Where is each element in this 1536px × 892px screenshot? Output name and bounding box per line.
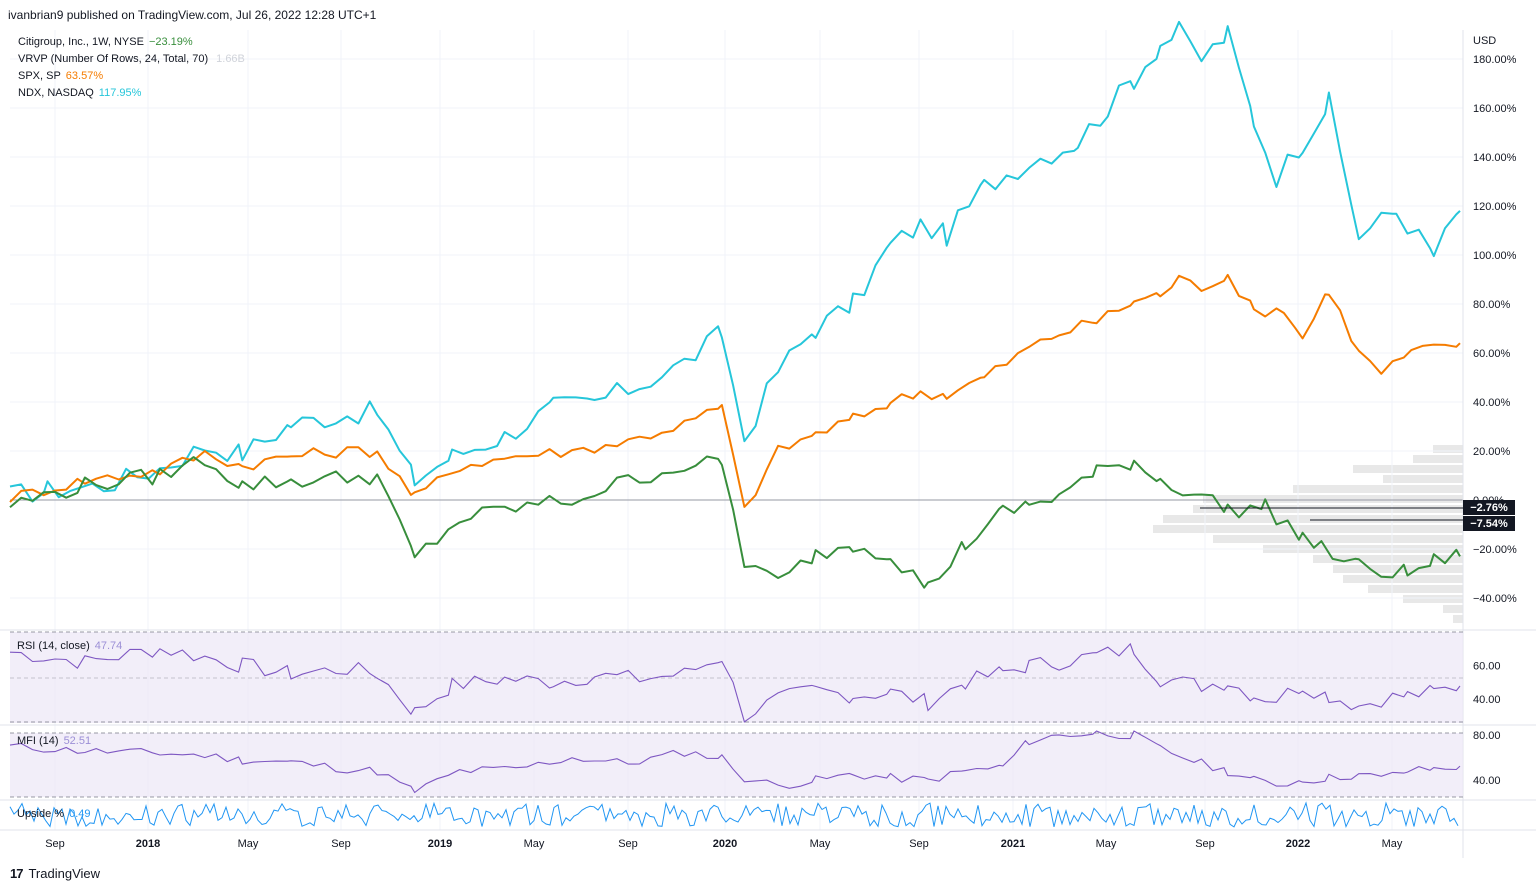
chart-canvas[interactable]: 180.00% 160.00% 140.00% 120.00% 100.00% 80.00… [0, 0, 1536, 860]
marker-label-1-text: −2.76% [1470, 502, 1508, 514]
x-tick-label: May [810, 838, 831, 850]
publish-info: ivanbrian9 published on TradingView.com,… [8, 8, 377, 22]
legend-spx[interactable]: SPX, SP 63.57% [18, 68, 245, 85]
chart-legend: Citigroup, Inc., 1W, NYSE −23.19% VRVP (N… [18, 34, 245, 102]
upside-label[interactable]: Upside % 0.49 [17, 808, 91, 820]
legend-vrvp[interactable]: VRVP (Number Of Rows, 24, Total, 70) 1.66… [18, 51, 245, 68]
x-tick-label: Sep [45, 838, 65, 850]
mfi-label-text: MFI (14) [17, 735, 59, 747]
y-tick-label: 20.00% [1473, 446, 1511, 458]
mfi-value: 52.51 [63, 735, 92, 747]
y-tick-label: 80.00% [1473, 299, 1511, 311]
tradingview-logo[interactable]: 17 TradingView [10, 866, 100, 881]
volume-profile-bar [1333, 565, 1463, 573]
x-tick-label: May [1096, 838, 1117, 850]
upside-value: 0.49 [69, 808, 91, 820]
legend-ndx-value: 117.95% [98, 87, 142, 99]
rsi-line [9, 642, 1461, 723]
volume-profile [1153, 445, 1463, 623]
y-tick-label: −40.00% [1473, 593, 1517, 605]
x-tick-label: Sep [1195, 838, 1215, 850]
y-tick-label: 100.00% [1473, 250, 1517, 262]
legend-ndx[interactable]: NDX, NASDAQ 117.95% [18, 85, 245, 102]
marker-label-2 [1463, 516, 1515, 531]
volume-profile-bar [1368, 585, 1463, 593]
volume-profile-bar [1403, 595, 1463, 603]
legend-vrvp-value: 1.66B [216, 53, 245, 65]
x-tick-label: Sep [331, 838, 351, 850]
axes: 180.00% 160.00% 140.00% 120.00% 100.00% 80.00… [45, 35, 1517, 850]
legend-main-value: −23.19% [148, 36, 193, 48]
volume-profile-bar [1203, 495, 1463, 503]
x-tick-label: May [1382, 838, 1403, 850]
volume-profile-bar [1353, 465, 1463, 473]
upside-label-text: Upside % [17, 808, 65, 820]
tv-logo-icon: 17 [10, 866, 24, 881]
x-tick-label: Sep [618, 838, 638, 850]
marker-label-1 [1463, 500, 1515, 515]
mfi-tick-label: 80.00 [1473, 730, 1501, 742]
x-tick-label: 2020 [713, 838, 737, 850]
mfi-tick-label: 40.00 [1473, 775, 1501, 787]
y-tick-label: 120.00% [1473, 201, 1517, 213]
rsi-label-text: RSI (14, close) [17, 640, 90, 652]
mfi-label[interactable]: MFI (14) 52.51 [17, 735, 91, 747]
volume-profile-bar [1213, 535, 1463, 543]
x-tick-label: 2018 [136, 838, 160, 850]
legend-ndx-label: NDX, NASDAQ [18, 87, 94, 99]
price-series [9, 20, 1461, 589]
rsi-value: 47.74 [94, 640, 123, 652]
upside-line [9, 801, 1459, 829]
legend-spx-label: SPX, SP [18, 70, 61, 82]
y-tick-label: 40.00% [1473, 397, 1511, 409]
rsi-label[interactable]: RSI (14, close) 47.74 [17, 640, 122, 652]
ndx-line [9, 20, 1461, 503]
volume-profile-bar [1343, 575, 1463, 583]
legend-main-label: Citigroup, Inc., 1W, NYSE [18, 36, 144, 48]
legend-spx-value: 63.57% [65, 70, 104, 82]
x-tick-label: May [238, 838, 259, 850]
legend-main-series[interactable]: Citigroup, Inc., 1W, NYSE −23.19% [18, 34, 245, 51]
y-tick-label: −20.00% [1473, 544, 1517, 556]
x-tick-label: Sep [909, 838, 929, 850]
rsi-indicator [9, 642, 1461, 723]
price-unit: USD [1473, 35, 1496, 47]
volume-profile-bar [1193, 505, 1463, 513]
y-tick-label: 60.00% [1473, 348, 1511, 360]
volume-profile-bar [1163, 515, 1463, 523]
mfi-band [10, 733, 1463, 797]
volume-profile-bar [1383, 475, 1463, 483]
tv-logo-text: TradingView [28, 866, 101, 881]
rsi-tick-label: 40.00 [1473, 694, 1501, 706]
volume-profile-bar [1433, 445, 1463, 453]
volume-profile-bar [1293, 485, 1463, 493]
legend-vrvp-label: VRVP (Number Of Rows, 24, Total, 70) [18, 53, 209, 65]
rsi-band [10, 632, 1463, 723]
y-tick-label: 180.00% [1473, 54, 1517, 66]
spx-line [9, 273, 1461, 508]
citi-line [9, 455, 1461, 589]
volume-profile-bar [1443, 605, 1463, 613]
mfi-line [9, 730, 1461, 794]
x-tick-label: 2022 [1286, 838, 1310, 850]
volume-profile-bar [1313, 555, 1463, 563]
x-tick-label: 2021 [1001, 838, 1025, 850]
rsi-tick-label: 60.00 [1473, 660, 1501, 672]
upside-indicator [9, 801, 1459, 829]
mfi-indicator [9, 730, 1461, 794]
volume-profile-bar [1453, 615, 1463, 623]
marker-label-2-text: −7.54% [1470, 518, 1508, 530]
x-tick-label: 2019 [428, 838, 452, 850]
volume-profile-bar [1413, 455, 1463, 463]
x-tick-label: May [524, 838, 545, 850]
y-tick-label: 160.00% [1473, 103, 1517, 115]
y-tick-label: 140.00% [1473, 152, 1517, 164]
volume-profile-bar [1153, 525, 1463, 533]
